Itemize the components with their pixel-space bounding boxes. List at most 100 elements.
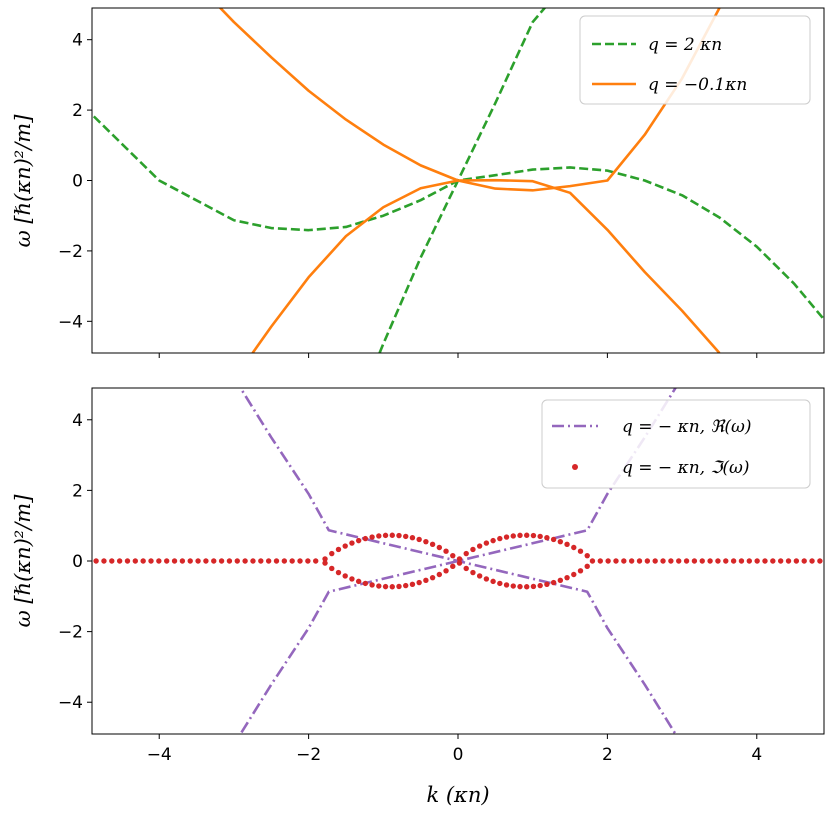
imag-omega-point [517,532,523,539]
y-tick-label: −4 [58,312,83,332]
imag-omega-point [510,533,516,539]
imag-omega-point [281,558,288,564]
imag-omega-point [809,558,815,564]
imag-omega-point [355,537,362,544]
imag-omega-point [490,578,496,585]
imag-omega-point [456,556,463,562]
imag-omega-point [450,563,456,570]
imag-omega-point [403,533,409,540]
series-line-9467bd-branch-1 [238,388,678,734]
imag-omega-point [436,571,443,578]
imag-omega-point [537,533,543,540]
imag-omega-point [683,558,690,564]
y-tick-label: 0 [72,172,83,192]
imag-omega-point [423,538,429,545]
imag-omega-point [577,548,584,554]
imag-omega-point [436,544,443,551]
imag-omega-point [335,546,342,553]
imag-omega-point [584,563,590,570]
imag-omega-point [342,573,348,579]
y-tick-label: 4 [72,31,83,51]
imag-omega-point [476,573,483,579]
imag-omega-point [349,540,355,546]
imag-omega-point [342,543,348,549]
imag-omega-point [382,532,389,539]
imag-omega-point [382,583,389,590]
imag-omega-point [746,558,753,564]
imag-omega-point [530,583,537,590]
imag-omega-point [557,577,564,584]
imag-omega-point [187,558,193,564]
imag-omega-point [389,584,395,590]
imag-omega-point [503,534,510,540]
imag-omega-point [470,546,476,553]
imag-omega-point [584,552,590,559]
series-line-ff7f0e-branch-1 [251,178,721,353]
y-tick-label: 2 [72,101,83,121]
imag-omega-point [483,540,490,546]
bottom-ticks: −4 −2 0 2 4 −4 −2 0 2 4 [58,411,762,765]
y-tick-label: −2 [58,623,83,643]
imag-omega-point [362,535,369,542]
bottom-y-axis-label: ω [ℏ(κn)²/m] [11,494,35,628]
imag-omega-point [93,558,99,564]
imag-omega-point [463,565,469,572]
imag-omega-point [524,584,530,590]
imag-omega-point [544,534,550,541]
legend-label-real-omega: q = − κn, ℜ(ω) [622,417,751,437]
imag-omega-point [396,583,402,590]
imag-omega-point [416,579,422,586]
imag-omega-point [510,583,516,589]
imag-omega-point [571,571,577,578]
imag-omega-point [376,583,382,589]
imag-omega-point [265,558,272,564]
imag-omega-point [297,558,303,564]
imag-omega-point [226,558,233,564]
imag-omega-point [409,534,416,541]
imag-omega-point [605,558,611,564]
imag-omega-point [715,558,721,564]
imag-omega-point [564,574,570,581]
imag-omega-point [140,558,146,564]
imag-omega-point [652,558,658,564]
imag-omega-point [409,581,416,588]
imag-omega-point [322,556,328,562]
imag-omega-point [676,558,682,564]
legend-label-imag-omega: q = − κn, ℑ(ω) [622,458,749,478]
imag-omega-point [218,558,225,564]
imag-omega-point [754,558,760,564]
legend-label-q-2kn: q = 2 κn [648,35,722,55]
bottom-legend-box [541,399,811,489]
imag-omega-point [490,537,496,544]
imag-omega-point [564,541,570,548]
imag-omega-point [369,582,375,588]
imag-omega-point [273,558,280,564]
top-legend-box [579,15,811,105]
x-tick-label: −2 [296,745,321,765]
y-tick-label: 0 [72,552,83,572]
top-legend: q = 2 κn q = −0.1κn [579,15,811,105]
bottom-x-axis-label: k (κn) [426,783,489,807]
imag-omega-point [171,558,178,564]
imag-omega-point [423,577,429,584]
imag-omega-point [305,558,311,564]
imag-omega-point [335,569,342,576]
imag-omega-point [476,543,483,549]
imag-omega-point [503,582,510,588]
imag-omega-point [497,580,503,587]
imag-omega-point [550,536,557,543]
imag-omega-point [195,558,201,564]
imag-omega-point [450,552,456,559]
imag-omega-point [242,558,248,564]
imag-omega-point [577,568,584,574]
imag-omega-point [124,558,131,564]
imag-omega-point [668,558,674,564]
imag-omega-point [250,558,256,564]
imag-omega-point [116,558,123,564]
imag-omega-point [132,558,139,564]
imag-omega-point [322,560,328,566]
imag-omega-point [416,536,422,543]
imag-omega-point [621,558,627,564]
imag-omega-point [349,576,355,582]
